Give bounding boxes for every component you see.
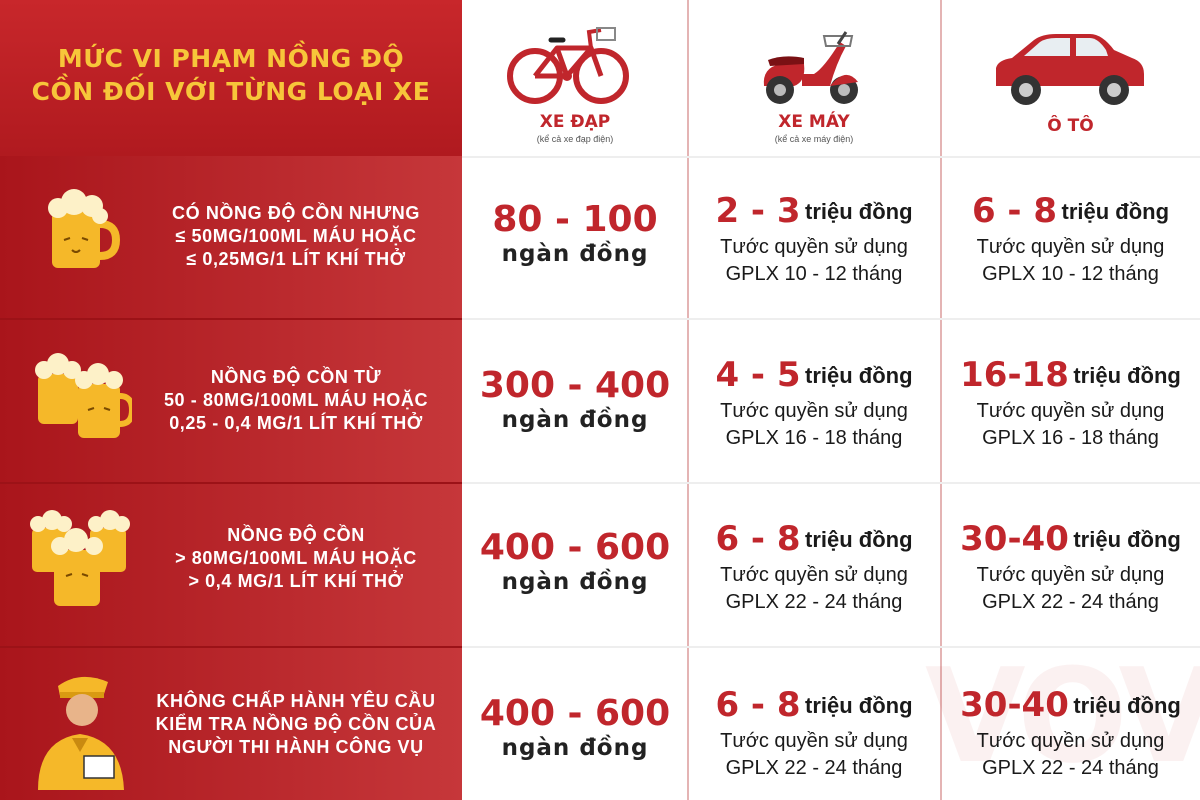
fine-unit: triệu đồng xyxy=(1073,527,1181,552)
three-beer-mugs-icon xyxy=(30,510,130,606)
license-suspension: Tước quyền sử dụng xyxy=(976,400,1165,422)
fine-amount: 16-18 xyxy=(960,355,1069,395)
vehicle-sub-bicycle: (kể cả xe đạp điện) xyxy=(536,134,614,144)
row-2-car-fine: 16-18 triệu đồng Tước quyền sử dụng GPLX… xyxy=(941,356,1200,452)
watermark: VOV xyxy=(925,640,1200,792)
row-divider xyxy=(462,318,1200,320)
row-divider xyxy=(462,646,1200,648)
license-duration: GPLX 22 - 24 tháng xyxy=(982,591,1159,613)
fine-unit: triệu đồng xyxy=(805,199,913,224)
license-suspension: Tước quyền sử dụng xyxy=(720,730,908,752)
fine-unit: triệu đồng xyxy=(805,527,913,552)
license-duration: GPLX 22 - 24 tháng xyxy=(725,757,903,779)
condition-line: NỒNG ĐỘ CỒN TỪ xyxy=(210,367,382,387)
row-4-condition: KHÔNG CHẤP HÀNH YÊU CẦU KIỂM TRA NỒNG ĐỘ… xyxy=(140,690,452,759)
fine-amount: 6 - 8 xyxy=(971,191,1058,231)
title-line-1: MỨC VI PHẠM NỒNG ĐỘ xyxy=(57,44,405,73)
license-duration: GPLX 16 - 18 tháng xyxy=(725,427,903,449)
row-divider xyxy=(462,482,1200,484)
fine-unit: ngàn đồng xyxy=(501,241,649,267)
row-2-bicycle-fine: 300 - 400 ngàn đồng xyxy=(462,366,688,434)
page-title: MỨC VI PHẠM NỒNG ĐỘ CỒN ĐỐI VỚI TỪNG LOẠ… xyxy=(0,42,462,108)
fine-unit: triệu đồng xyxy=(1073,693,1181,718)
condition-line: > 0,4 MG/1 LÍT KHÍ THỞ xyxy=(188,571,404,591)
condition-line: NỒNG ĐỘ CỒN xyxy=(227,525,365,545)
license-suspension: Tước quyền sử dụng xyxy=(976,730,1165,752)
fine-unit: ngàn đồng xyxy=(501,735,649,761)
condition-line: ≤ 50MG/100ML MÁU HOẶC xyxy=(175,226,417,246)
row-3-condition: NỒNG ĐỘ CỒN > 80MG/100ML MÁU HOẶC > 0,4 … xyxy=(140,524,452,593)
fine-amount: 80 - 100 xyxy=(492,199,658,240)
fine-amount: 400 - 600 xyxy=(479,693,671,734)
license-suspension: Tước quyền sử dụng xyxy=(720,236,908,258)
beer-mug-icon xyxy=(48,189,120,268)
row-2-scooter-fine: 4 - 5 triệu đồng Tước quyền sử dụng GPLX… xyxy=(688,356,940,452)
license-duration: GPLX 10 - 12 tháng xyxy=(725,263,903,285)
condition-line: KHÔNG CHẤP HÀNH YÊU CẦU xyxy=(156,691,436,711)
scooter-icon xyxy=(763,31,858,104)
license-suspension: Tước quyền sử dụng xyxy=(720,400,908,422)
vehicle-label-scooter: XE MÁY xyxy=(778,112,850,132)
column-divider xyxy=(687,0,689,800)
condition-line: KIỂM TRA NỒNG ĐỘ CỒN CỦA xyxy=(155,714,437,734)
license-suspension: Tước quyền sử dụng xyxy=(976,236,1165,258)
license-duration: GPLX 22 - 24 tháng xyxy=(725,591,903,613)
row-4-bicycle-fine: 400 - 600 ngàn đồng xyxy=(462,694,688,762)
fine-amount: 30-40 xyxy=(960,685,1069,725)
bicycle-icon xyxy=(507,27,629,104)
fine-unit: triệu đồng xyxy=(805,693,913,718)
fine-unit: triệu đồng xyxy=(805,363,913,388)
row-1-bicycle-fine: 80 - 100 ngàn đồng xyxy=(462,200,688,268)
fine-unit: triệu đồng xyxy=(1061,199,1170,224)
condition-line: NGƯỜI THI HÀNH CÔNG VỤ xyxy=(168,737,424,757)
vehicle-label-car: Ô TÔ xyxy=(1047,116,1094,136)
row-1-car-fine: 6 - 8 triệu đồng Tước quyền sử dụng GPLX… xyxy=(941,192,1200,288)
row-3-scooter-fine: 6 - 8 triệu đồng Tước quyền sử dụng GPLX… xyxy=(688,520,940,616)
header-cell xyxy=(0,0,462,156)
condition-line: CÓ NỒNG ĐỘ CỒN NHƯNG xyxy=(172,203,420,223)
fine-amount: 4 - 5 xyxy=(715,355,801,395)
title-line-2: CỒN ĐỐI VỚI TỪNG LOẠI XE xyxy=(31,77,431,106)
fine-amount: 300 - 400 xyxy=(479,365,671,406)
license-suspension: Tước quyền sử dụng xyxy=(720,564,908,586)
vehicle-sub-scooter: (kể cả xe máy điện) xyxy=(774,134,854,144)
condition-line: ≤ 0,25MG/1 LÍT KHÍ THỞ xyxy=(186,249,406,269)
vehicle-label-bicycle: XE ĐẠP xyxy=(539,112,611,132)
car-icon xyxy=(996,34,1144,105)
fine-unit: ngàn đồng xyxy=(501,407,649,433)
license-duration: GPLX 10 - 12 tháng xyxy=(982,263,1159,285)
row-divider xyxy=(462,156,1200,158)
license-duration: GPLX 22 - 24 tháng xyxy=(982,757,1159,779)
fine-amount: 400 - 600 xyxy=(479,527,671,568)
fine-amount: 6 - 8 xyxy=(715,685,801,725)
two-beer-mugs-icon xyxy=(35,353,132,438)
condition-line: > 80MG/100ML MÁU HOẶC xyxy=(175,548,417,568)
license-duration: GPLX 16 - 18 tháng xyxy=(982,427,1159,449)
condition-line: 50 - 80MG/100ML MÁU HOẶC xyxy=(163,390,429,410)
row-1-condition: CÓ NỒNG ĐỘ CỒN NHƯNG ≤ 50MG/100ML MÁU HO… xyxy=(140,202,452,271)
fine-unit: triệu đồng xyxy=(1073,363,1181,388)
fine-amount: 6 - 8 xyxy=(715,519,801,559)
license-suspension: Tước quyền sử dụng xyxy=(976,564,1165,586)
row-3-bicycle-fine: 400 - 600 ngàn đồng xyxy=(462,528,688,596)
condition-line: 0,25 - 0,4 MG/1 LÍT KHÍ THỞ xyxy=(169,413,423,433)
column-divider xyxy=(940,0,942,800)
traffic-officer-icon xyxy=(38,676,124,790)
fine-amount: 2 - 3 xyxy=(715,191,801,231)
fine-unit: ngàn đồng xyxy=(501,569,649,595)
fine-amount: 30-40 xyxy=(960,519,1069,559)
row-2-condition: NỒNG ĐỘ CỒN TỪ 50 - 80MG/100ML MÁU HOẶC … xyxy=(140,366,452,435)
row-4-scooter-fine: 6 - 8 triệu đồng Tước quyền sử dụng GPLX… xyxy=(688,686,940,782)
row-4-car-fine: 30-40 triệu đồng Tước quyền sử dụng GPLX… xyxy=(941,686,1200,782)
row-3-car-fine: 30-40 triệu đồng Tước quyền sử dụng GPLX… xyxy=(941,520,1200,616)
row-1-scooter-fine: 2 - 3 triệu đồng Tước quyền sử dụng GPLX… xyxy=(688,192,940,288)
